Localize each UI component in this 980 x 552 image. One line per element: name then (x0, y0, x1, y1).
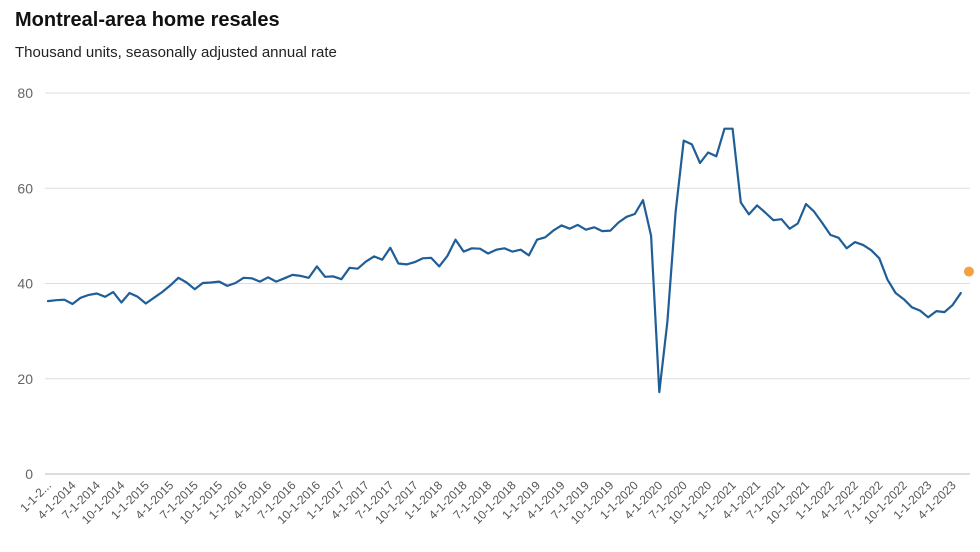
data-point (963, 266, 974, 277)
y-tick-label: 80 (17, 85, 33, 101)
x-axis: 1-1-2...4-1-20147-1-201410-1-20141-1-201… (17, 478, 959, 527)
y-tick-label: 20 (17, 371, 33, 387)
y-tick-label: 0 (25, 466, 33, 482)
y-tick-label: 60 (17, 180, 33, 196)
gridlines (45, 92, 970, 475)
plot-area (46, 127, 974, 394)
y-tick-label: 40 (17, 276, 33, 292)
series-line (46, 127, 962, 394)
chart-title: Montreal-area home resales (15, 9, 280, 31)
y-axis: 0 20 40 60 80 (17, 85, 33, 482)
chart-subtitle: Thousand units, seasonally adjusted annu… (15, 44, 337, 61)
